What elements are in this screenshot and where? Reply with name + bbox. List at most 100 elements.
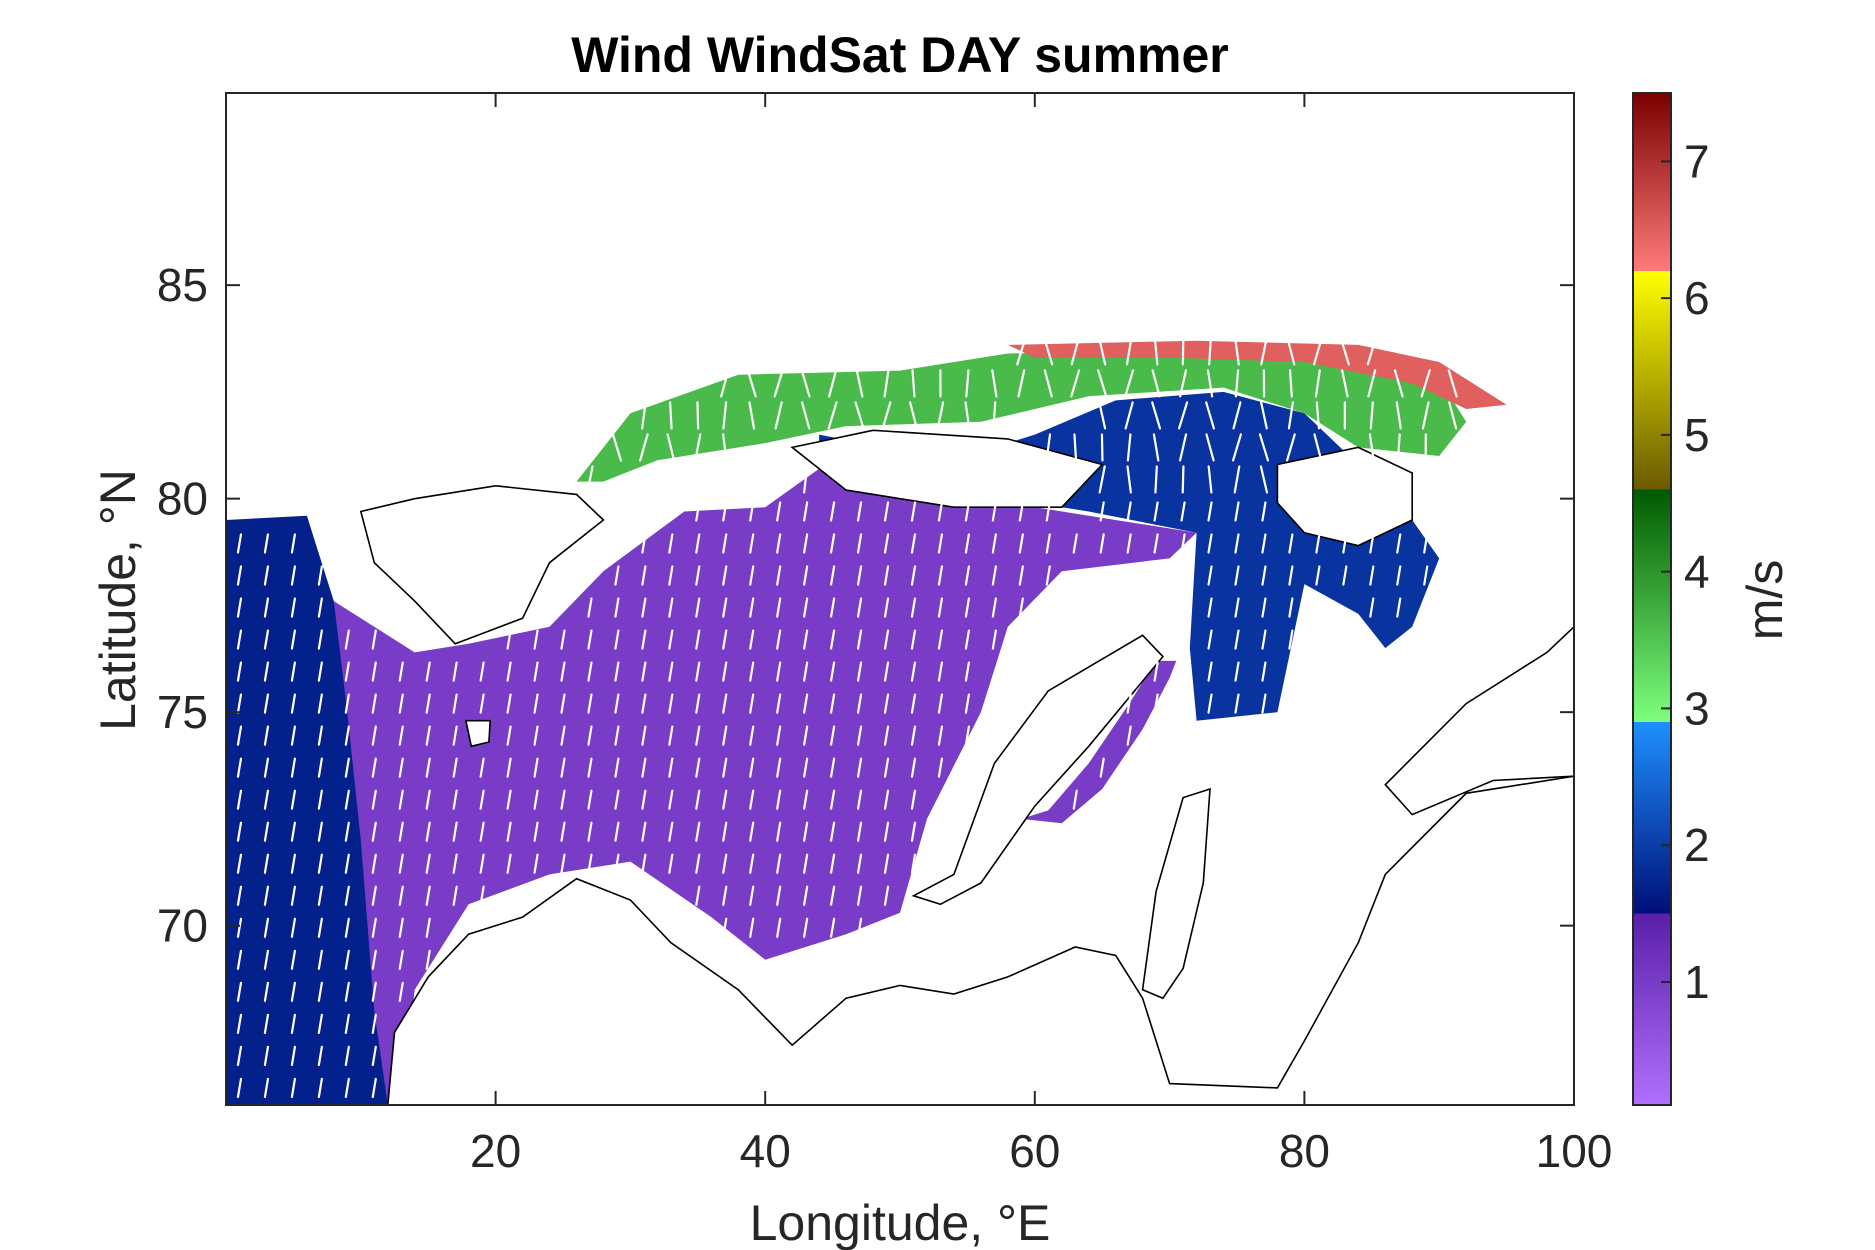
wind-arrow <box>1288 533 1294 554</box>
wind-arrow <box>749 661 755 682</box>
wind-arrow <box>560 821 566 842</box>
wind-arrow <box>1261 501 1267 522</box>
colorbar: 1 2 3 4 5 6 7 m/s <box>1632 92 1793 1106</box>
wind-arrow <box>290 917 296 938</box>
wind-arrow <box>1070 369 1081 398</box>
wind-arrow <box>803 853 809 874</box>
wind-arrow <box>317 725 323 746</box>
wind-arrow <box>803 885 809 906</box>
wind-arrow <box>263 885 270 906</box>
wind-arrow <box>425 949 431 970</box>
wind-arrow <box>881 401 892 430</box>
wind-arrow <box>1341 369 1349 398</box>
wind-arrow <box>722 917 728 938</box>
wind-arrow <box>964 693 971 714</box>
wind-arrow <box>639 433 649 462</box>
wind-arrow <box>910 853 917 874</box>
y-tick-label: 80 <box>157 473 208 525</box>
wind-arrow <box>803 597 809 618</box>
wind-arrow <box>317 1077 323 1099</box>
wind-arrow <box>695 629 701 650</box>
wind-arrow <box>910 501 917 522</box>
wind-arrow <box>1313 433 1323 462</box>
wind-arrow <box>910 629 917 650</box>
wind-arrow <box>317 629 323 650</box>
wind-arrow <box>236 917 243 938</box>
wind-arrow <box>803 565 809 586</box>
wind-arrow <box>425 917 431 938</box>
wind-arrow <box>829 789 836 810</box>
wind-arrow <box>1259 465 1269 494</box>
wind-arrow <box>398 757 404 778</box>
wind-arrow <box>829 725 836 746</box>
y-tick-label: 75 <box>157 686 208 738</box>
wind-arrow <box>1232 401 1242 430</box>
wind-arrow <box>722 853 728 874</box>
wind-arrow <box>910 821 917 842</box>
wind-arrow <box>290 629 296 650</box>
wind-arrow <box>1261 597 1267 618</box>
wind-arrow <box>263 693 270 714</box>
wind-arrow <box>263 981 270 1002</box>
wind-arrow <box>1205 401 1215 430</box>
wind-arrow <box>236 821 243 842</box>
wind-arrow <box>965 369 970 398</box>
wind-arrow <box>695 725 701 746</box>
wind-arrow <box>776 533 782 554</box>
wind-arrow <box>829 565 836 586</box>
wind-arrow <box>856 533 863 554</box>
wind-arrow <box>666 433 676 462</box>
wind-arrow <box>344 661 350 682</box>
wind-arrow <box>1286 337 1296 366</box>
wind-arrow <box>1098 337 1107 366</box>
x-tick-label: 80 <box>1279 1125 1330 1177</box>
wind-arrow <box>371 629 377 650</box>
wind-region-north-arctic-margin <box>576 349 1467 482</box>
wind-arrow <box>1234 565 1240 586</box>
wind-arrow <box>263 789 270 810</box>
wind-arrow <box>533 629 539 650</box>
wind-arrow <box>506 725 512 746</box>
wind-arrow <box>1043 337 1054 366</box>
wind-arrow <box>263 1045 270 1066</box>
y-tick-label: 85 <box>157 259 208 311</box>
wind-arrow <box>317 757 323 778</box>
wind-arrow <box>371 917 377 938</box>
wind-arrow <box>290 949 296 970</box>
wind-arrow <box>1234 533 1240 554</box>
wind-arrow <box>1179 433 1188 462</box>
y-axis: 70 75 80 85 <box>157 259 1574 952</box>
colorbar-tick-label: 6 <box>1684 272 1710 324</box>
land-svalbard <box>359 484 605 645</box>
wind-arrow <box>506 757 512 778</box>
wind-arrow <box>1339 337 1350 366</box>
wind-arrow <box>398 693 404 714</box>
wind-arrow <box>371 757 377 778</box>
wind-arrow <box>263 1077 270 1099</box>
wind-arrow <box>641 401 647 430</box>
wind-arrow <box>587 597 593 618</box>
wind-arrow <box>398 853 404 874</box>
wind-arrow <box>856 661 863 682</box>
wind-arrow <box>668 725 674 746</box>
wind-arrow <box>290 1077 296 1099</box>
wind-arrow <box>533 725 539 746</box>
wind-arrow <box>1342 565 1348 586</box>
wind-arrow <box>479 661 485 682</box>
wind-arrow <box>452 821 458 842</box>
wind-arrow <box>344 853 350 874</box>
wind-arrow <box>371 885 377 906</box>
wind-arrow <box>776 725 782 746</box>
wind-arrow <box>695 693 701 714</box>
wind-arrow <box>425 725 431 746</box>
wind-arrow <box>1098 401 1107 430</box>
plot-frame <box>225 92 1575 1106</box>
wind-arrow <box>1016 337 1027 366</box>
wind-arrow <box>263 533 270 554</box>
wind-arrow <box>236 597 243 618</box>
wind-arrow <box>614 821 620 842</box>
wind-arrow <box>749 757 755 778</box>
wind-arrow <box>1369 533 1375 554</box>
wind-arrow <box>1126 725 1132 746</box>
